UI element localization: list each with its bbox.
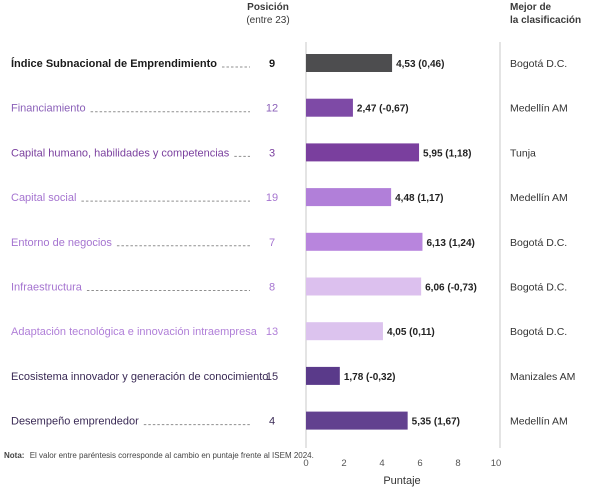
category-label: Desempeño emprendedor: [11, 416, 139, 428]
x-tick-label: 8: [455, 458, 460, 469]
bar: [306, 188, 392, 207]
bar-value-label: 5,95 (1,18): [423, 148, 471, 159]
bar-value-label: 6,06 (-0,73): [425, 283, 477, 294]
best-location: Manizales AM: [510, 371, 575, 383]
rank-header-title: Posición: [247, 2, 289, 13]
category-label: Adaptación tecnológica e innovación intr…: [11, 326, 258, 338]
bar-value-label: 5,35 (1,67): [412, 417, 460, 428]
best-location: Bogotá D.C.: [510, 237, 567, 249]
category-label: Financiamiento: [11, 103, 86, 115]
bar: [306, 232, 423, 251]
category-label: Capital humano, habilidades y competenci…: [11, 147, 230, 159]
bar-value-label: 4,05 (0,11): [387, 327, 435, 338]
category-label: Índice Subnacional de Emprendimiento: [11, 57, 217, 70]
bar: [306, 277, 422, 296]
bar-value-label: 4,53 (0,46): [396, 59, 444, 70]
best-location: Bogotá D.C.: [510, 326, 567, 338]
chart-rows: Índice Subnacional de Emprendimiento 9 4,5…: [11, 54, 575, 430]
category-label: Ecosistema innovador y generación de con…: [11, 371, 268, 383]
x-tick-label: 2: [341, 458, 346, 469]
bar-value-label: 6,13 (1,24): [426, 238, 474, 249]
rank-value: 7: [269, 237, 275, 249]
best-location: Tunja: [510, 147, 536, 159]
rank-value: 12: [266, 103, 278, 115]
x-axis: 0 2 4 6 8 10: [303, 458, 501, 469]
rank-value: 8: [269, 282, 275, 294]
chart-note-text: El valor entre paréntesis corresponde al…: [30, 451, 314, 460]
chart-note-bold: Nota:: [4, 451, 24, 460]
best-location: Bogotá D.C.: [510, 282, 567, 294]
x-tick-label: 0: [303, 458, 308, 469]
rank-value: 19: [266, 192, 278, 204]
category-label: Entorno de negocios: [11, 237, 112, 249]
bar-value-label: 4,48 (1,17): [395, 193, 443, 204]
bar-value-label: 2,47 (-0,67): [357, 104, 409, 115]
rank-value: 15: [266, 371, 278, 383]
bar: [306, 98, 353, 117]
best-header-line2: la clasificación: [510, 15, 581, 26]
best-location: Medellín AM: [510, 416, 568, 428]
bar: [306, 411, 408, 430]
best-header-line1: Mejor de: [510, 2, 552, 13]
x-tick-label: 10: [491, 458, 502, 469]
best-location: Medellín AM: [510, 103, 568, 115]
category-label: Capital social: [11, 192, 76, 204]
x-tick-label: 4: [379, 458, 384, 469]
bar: [306, 54, 393, 72]
x-tick-label: 6: [417, 458, 422, 469]
chart-note: Nota: El valor entre paréntesis correspo…: [4, 451, 314, 460]
bar: [306, 322, 383, 341]
bar: [306, 366, 340, 385]
category-label: Infraestructura: [11, 282, 83, 294]
rank-header-subtitle: (entre 23): [246, 15, 289, 26]
x-axis-label: Puntaje: [383, 475, 420, 487]
rank-value: 13: [266, 326, 278, 338]
rank-value: 3: [269, 147, 275, 159]
rank-value: 4: [269, 416, 275, 428]
rank-value: 9: [269, 58, 275, 70]
best-location: Bogotá D.C.: [510, 58, 567, 70]
bar: [306, 143, 420, 162]
bar-value-label: 1,78 (-0,32): [344, 372, 396, 383]
best-location: Medellín AM: [510, 192, 568, 204]
